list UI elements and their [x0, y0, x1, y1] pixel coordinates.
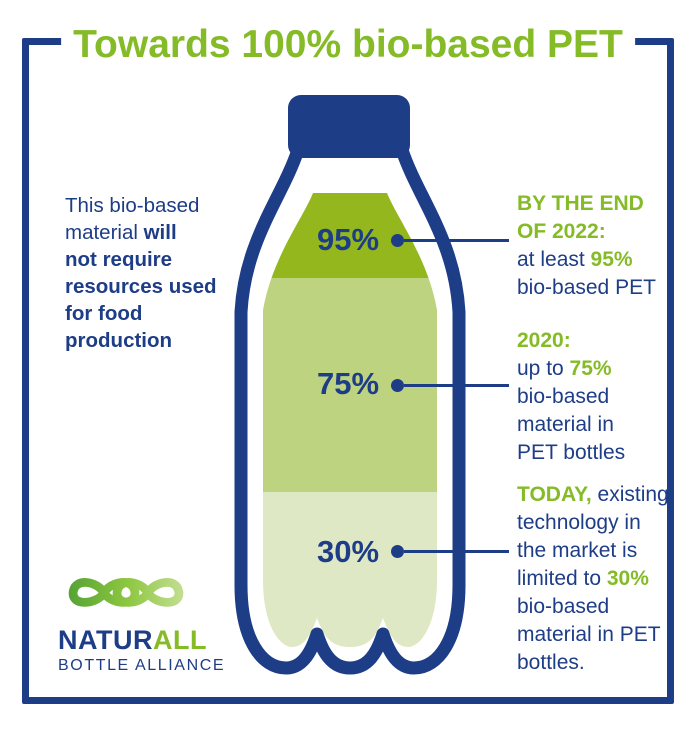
leader-dot-icon	[391, 544, 404, 558]
level-label-95: 95%	[316, 222, 380, 257]
annotation-highlight: 75%	[569, 357, 612, 380]
annotation-text: up to	[517, 357, 570, 380]
leader-30	[391, 544, 509, 558]
logo: NATURALL BOTTLE ALLIANCE	[58, 564, 228, 675]
level-label-30: 30%	[316, 534, 380, 569]
leader-line	[404, 383, 509, 387]
bottle-fill-30	[263, 492, 437, 647]
brand-name: NATURALL	[58, 626, 228, 654]
page-title: Towards 100% bio-based PET	[61, 22, 635, 68]
left-note-regular: This bio-based material	[65, 194, 200, 244]
leader-95	[391, 233, 509, 247]
brand-name-primary: NATUR	[58, 625, 153, 655]
annotation-text: at least	[517, 248, 591, 271]
annotation-heading: TODAY,	[517, 483, 592, 506]
annotation-text: bio-based material in PET bottles.	[517, 595, 661, 674]
annotation-text: bio-based PET	[517, 276, 656, 299]
left-note: This bio-based material will not require…	[65, 192, 235, 354]
leader-75	[391, 378, 509, 392]
annotation-highlight: 95%	[590, 248, 633, 271]
annotation-2020: 2020: up to 75% bio-based material in PET…	[517, 327, 677, 467]
annotation-today: TODAY, existing technology in the market…	[517, 481, 677, 677]
brand-subtitle: BOTTLE ALLIANCE	[58, 657, 226, 674]
annotation-2022: BY THE END OF 2022: at least 95% bio-base…	[517, 190, 677, 302]
leader-dot-icon	[391, 378, 404, 392]
annotation-text: existing technology in the market is lim…	[517, 483, 669, 590]
leader-dot-icon	[391, 233, 404, 247]
infinity-loops-icon	[68, 578, 184, 607]
annotation-highlight: 30%	[606, 567, 649, 590]
annotation-text: bio-based material in PET bottles	[517, 385, 626, 464]
leader-line	[404, 238, 509, 242]
bottle-illustration	[234, 95, 466, 675]
left-note-bold: will not require resources used for food…	[65, 221, 217, 352]
annotation-heading: BY THE END OF 2022:	[517, 192, 644, 243]
brand-name-accent: ALL	[152, 625, 207, 655]
bottle-outline	[234, 147, 466, 675]
annotation-heading: 2020:	[517, 329, 571, 352]
bottle-cap	[288, 95, 410, 158]
leader-line	[404, 549, 509, 553]
level-label-75: 75%	[316, 366, 380, 401]
